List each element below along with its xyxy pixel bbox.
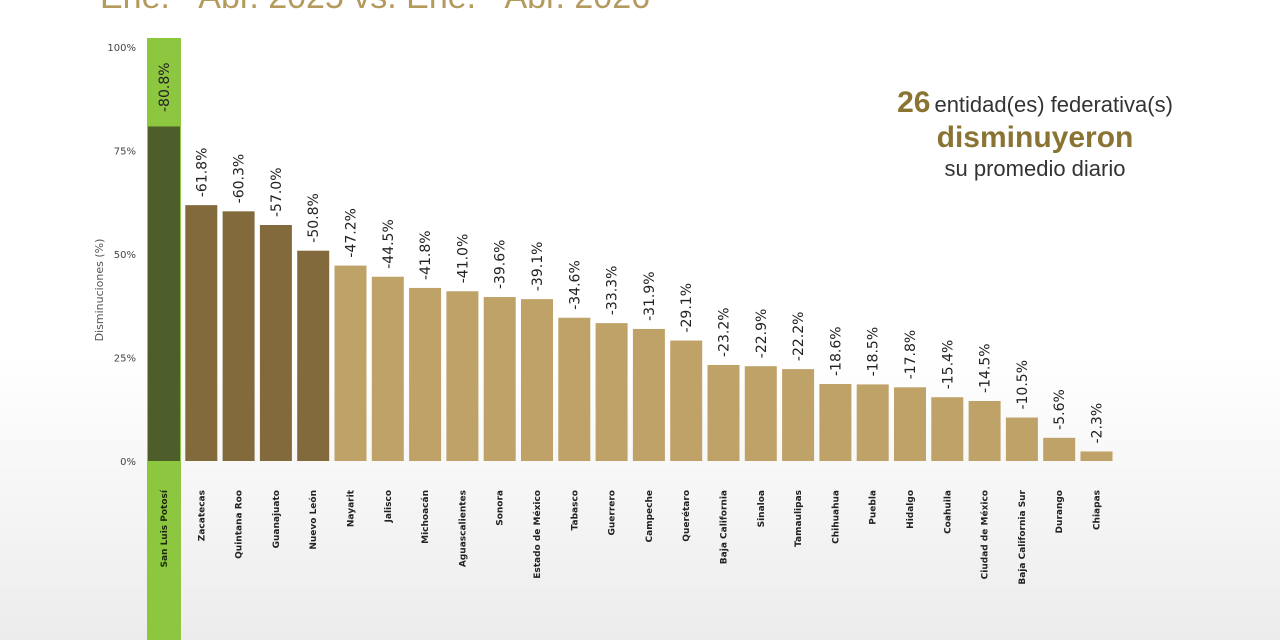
bar [371,276,404,461]
bar [782,369,815,461]
data-label: -34.6% [567,260,583,310]
data-label: -57.0% [269,167,285,217]
bar [521,299,553,461]
callout-count: 26 [897,86,931,119]
callout-text-2: su promedio diario [944,156,1126,181]
category-label: Zacatecas [197,490,207,541]
bar [856,384,889,461]
bar [931,397,964,461]
category-label: Querétaro [681,490,692,542]
category-label: Nuevo León [308,490,319,550]
category-label: Jalisco [384,490,394,523]
category-label: Puebla [869,490,879,525]
category-label: Hidalgo [906,490,916,529]
category-label: Nayarit [347,489,357,527]
data-label: -5.6% [1052,389,1068,430]
callout-verb: disminuyeron [936,121,1134,154]
bar [222,211,255,461]
data-label: -22.9% [754,309,770,359]
category-label: Coahuila [943,490,953,534]
data-label: -17.8% [903,330,919,380]
category-label: Aguascalientes [458,490,468,567]
category-label: Durango [1055,490,1065,533]
data-label: -41.8% [418,230,434,280]
bar [1043,437,1076,461]
category-label: Baja California Sur [1018,489,1028,584]
category-label: Baja California [720,490,730,564]
y-tick-label: 25% [114,354,136,365]
category-label: Sonora [496,490,506,526]
data-label: -2.3% [1090,403,1106,444]
data-label: -61.8% [194,148,210,198]
bar [409,287,442,461]
data-label: -29.1% [679,283,695,333]
chart-title: Ene. - Abr. 2025 vs. Ene. - Abr. 2026 [100,0,650,17]
y-tick-label: 0% [120,457,136,468]
bar [558,317,591,461]
y-tick-label: 100% [107,43,136,54]
data-label: -39.1% [530,242,546,292]
data-label: -31.9% [642,271,658,321]
y-tick-label: 50% [114,250,136,261]
category-label: San Luis Potosí [160,489,170,567]
bar [148,126,180,461]
bar [334,265,367,461]
bar [632,328,665,461]
bar [819,383,852,461]
data-label: -10.5% [1015,360,1031,410]
bar [670,340,703,461]
bar [968,400,1001,461]
bar [446,291,479,461]
category-label: Campeche [645,490,655,542]
data-label: -80.8% [157,62,173,112]
category-label: Guerrero [608,490,618,536]
data-label: -22.2% [791,312,807,362]
category-label: Guanajuato [272,490,282,548]
category-label: Chihuahua [831,490,841,544]
category-label: Michoacán [421,490,431,544]
data-label: -44.5% [381,219,397,269]
category-label: Sinaloa [757,490,767,527]
data-label: -39.6% [493,240,509,290]
bar [259,225,292,461]
category-label: Estado de México [532,490,543,579]
bar [744,366,777,461]
bar [1005,417,1038,461]
y-axis-label: Disminuciones (%) [93,239,106,342]
data-label: -23.2% [717,307,733,357]
y-tick-label: 75% [114,147,136,158]
data-label: -60.3% [232,154,248,204]
bar [894,387,926,461]
data-label: -14.5% [978,343,994,393]
data-label: -33.3% [605,266,621,316]
category-label: Tabasco [570,490,580,530]
data-label: -47.2% [344,208,360,258]
summary-callout: 26 entidad(es) federativa(s) disminuyeron… [820,86,1250,182]
callout-line-1: 26 entidad(es) federativa(s) [820,86,1250,120]
category-label: Quintana Roo [235,490,245,559]
data-label: -41.0% [455,234,471,284]
category-label: Tamaulipas [794,490,804,547]
category-label: Ciudad de México [980,490,991,579]
category-label: Chiapas [1093,490,1103,530]
bar [185,205,218,461]
callout-text-1: entidad(es) federativa(s) [934,92,1173,117]
bar [595,323,628,461]
data-label: -18.5% [866,327,882,377]
data-label: -15.4% [940,340,956,390]
bar [297,250,330,461]
data-label: -50.8% [306,193,322,243]
bar [1080,451,1113,461]
bar [707,364,740,461]
bar [483,297,516,461]
data-label: -18.6% [828,326,844,376]
